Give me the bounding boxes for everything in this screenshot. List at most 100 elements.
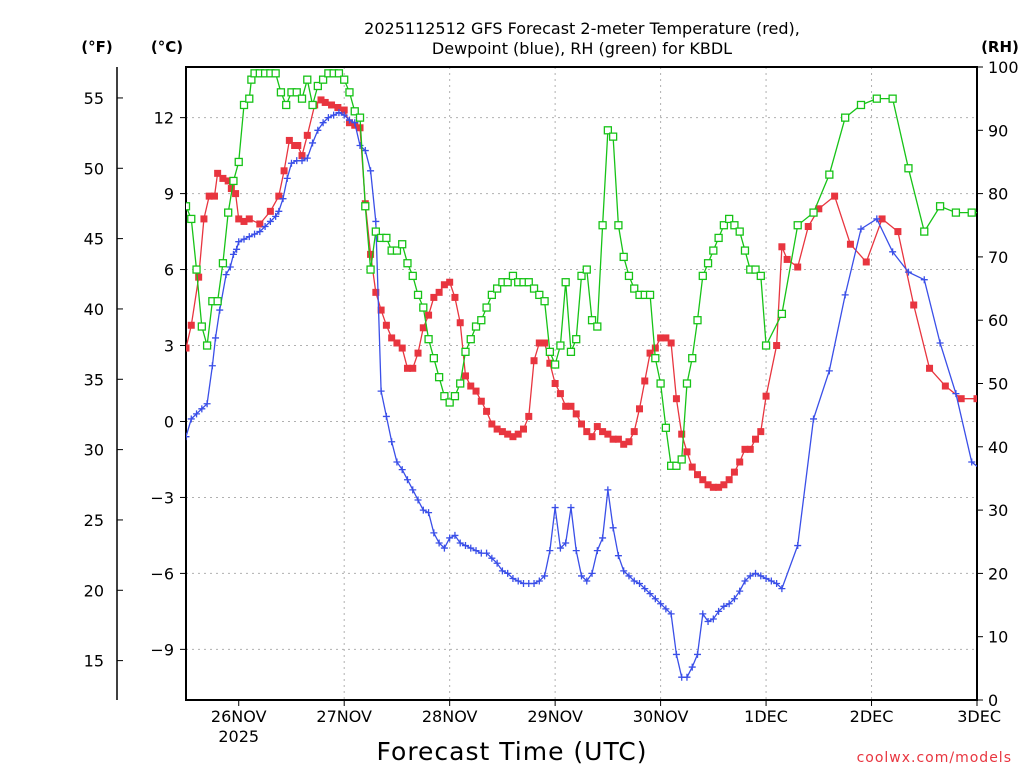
- temperature-point: [746, 445, 754, 453]
- temperature-point: [699, 476, 707, 484]
- dewpoint-point: [873, 215, 881, 223]
- x-tick-label: 27NOV: [316, 707, 372, 726]
- rh-point: [239, 100, 249, 110]
- fahrenheit-unit-label: (°F): [81, 38, 112, 56]
- dewpoint-point: [467, 544, 475, 552]
- rh-point: [471, 322, 481, 331]
- temperature-point: [472, 387, 480, 395]
- dewpoint-point: [704, 618, 712, 626]
- rh-point: [603, 126, 613, 135]
- x-year-label: 2025: [218, 727, 259, 746]
- temperature-point: [783, 255, 791, 263]
- rh-point: [382, 233, 391, 243]
- rh-point: [508, 271, 518, 281]
- dewpoint-point: [256, 228, 264, 236]
- temperature-point: [514, 430, 522, 438]
- dewpoint-point: [509, 574, 517, 582]
- dewpoint-point: [251, 230, 259, 238]
- data-series: [186, 69, 996, 681]
- temperature-point: [280, 167, 288, 175]
- dewpoint-point: [266, 217, 274, 225]
- temperature-point: [219, 174, 227, 182]
- temperature-point: [303, 131, 311, 139]
- dewpoint-point: [572, 547, 580, 555]
- rh-point: [761, 341, 771, 350]
- rh-tick-label: 20: [988, 564, 1008, 583]
- fahrenheit-tick-label: 20: [84, 581, 104, 600]
- temperature-point: [419, 324, 427, 332]
- celsius-tick-label: 12: [154, 109, 174, 128]
- chart-title-line-2: Dewpoint (blue), RH (green) for KBDL: [432, 39, 732, 58]
- dewpoint-point: [752, 569, 760, 577]
- dewpoint-point: [298, 157, 306, 165]
- dewpoint-point: [588, 569, 596, 577]
- x-tick-label: 29NOV: [527, 707, 583, 726]
- temperature-point: [541, 339, 549, 347]
- temperature-point: [926, 364, 934, 372]
- rh-point: [904, 164, 913, 173]
- temperature-point: [752, 435, 760, 443]
- celsius-tick-label: 6: [164, 261, 174, 280]
- temperature-point: [393, 339, 401, 347]
- temperature-point: [187, 321, 195, 329]
- dewpoint-point: [361, 147, 369, 155]
- temperature-point: [440, 281, 448, 289]
- rh-point: [245, 94, 254, 103]
- dewpoint-point: [725, 600, 733, 608]
- dewpoint-point: [245, 233, 253, 241]
- temperature-point: [498, 428, 506, 436]
- temperature-point: [456, 319, 464, 327]
- temperature-point: [227, 185, 235, 193]
- dewpoint-point: [261, 223, 269, 231]
- rh-point: [608, 132, 618, 141]
- dewpoint-point: [667, 610, 675, 618]
- temperature-point: [294, 141, 302, 149]
- dewpoint-point: [636, 580, 644, 588]
- temperature-point: [646, 349, 654, 357]
- temperature-point: [815, 205, 823, 213]
- rh-point: [645, 290, 655, 300]
- temperature-point: [205, 192, 213, 200]
- rh-point: [688, 354, 697, 363]
- celsius-tick-label: 9: [164, 185, 174, 204]
- series-line: [186, 99, 977, 488]
- rh-point: [308, 100, 317, 110]
- dewpoint-point: [440, 544, 448, 552]
- rh-point: [730, 221, 739, 230]
- x-tick-label: 1DEC: [744, 707, 788, 726]
- dewpoint-point: [736, 587, 744, 595]
- temperature-point: [340, 106, 348, 114]
- dewpoint-point: [216, 306, 224, 314]
- x-tick-label: 3DEC: [957, 707, 1001, 726]
- temperature-point: [736, 458, 744, 466]
- temperature-point: [846, 240, 854, 248]
- dewpoint-point: [222, 271, 230, 279]
- temperature-point: [741, 445, 749, 453]
- temperature-point: [862, 258, 870, 266]
- dewpoint-point: [303, 154, 311, 162]
- temperature-point: [372, 288, 380, 296]
- temperature-point: [583, 428, 591, 436]
- dewpoint-point: [672, 650, 680, 658]
- dewpoint-point: [514, 577, 522, 585]
- dewpoint-point: [952, 390, 960, 398]
- dewpoint-point: [504, 569, 512, 577]
- rh-point: [197, 322, 206, 331]
- temperature-point: [266, 207, 274, 215]
- dewpoint-point: [493, 559, 501, 567]
- dewpoint-point: [340, 111, 348, 119]
- dewpoint-point: [625, 572, 633, 580]
- rh-point: [577, 271, 586, 281]
- temperature-point: [567, 402, 575, 410]
- temperature-point: [588, 433, 596, 441]
- dewpoint-point: [235, 238, 243, 246]
- rh-point: [740, 246, 750, 255]
- dewpoint-point: [203, 400, 211, 408]
- temperature-point: [477, 397, 485, 405]
- temperature-point: [435, 288, 443, 296]
- dewpoint-point: [620, 567, 628, 575]
- temperature-point: [657, 334, 665, 342]
- temperature-point: [317, 96, 325, 104]
- rh-point: [202, 341, 212, 350]
- temperature-point: [989, 405, 996, 412]
